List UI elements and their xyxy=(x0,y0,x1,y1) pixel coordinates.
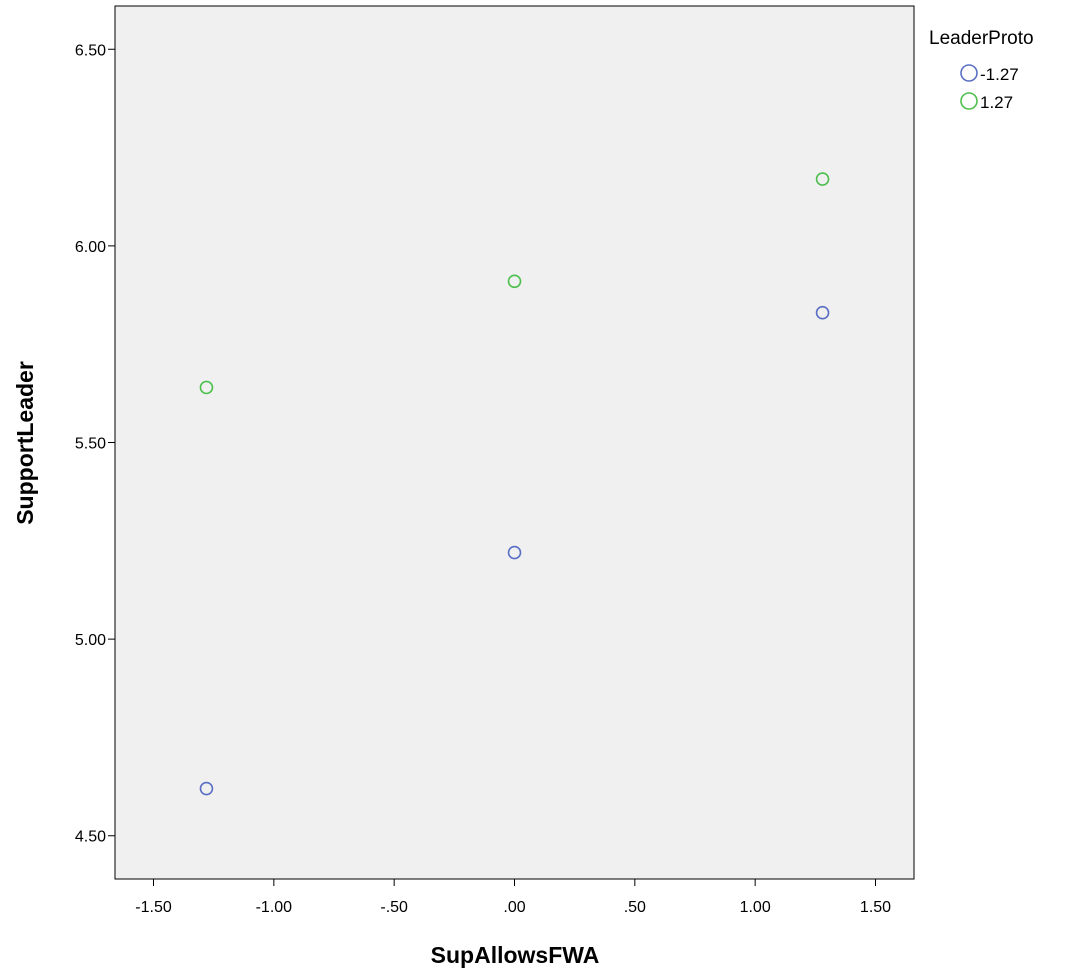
x-axis: -1.50 -1.00 -.50 .00 .50 1.00 1.50 xyxy=(135,879,891,916)
x-tick-label: -1.50 xyxy=(135,899,172,916)
data-points xyxy=(199,172,830,796)
y-tick-label: 5.00 xyxy=(75,632,106,649)
x-tick-label: 1.00 xyxy=(740,899,771,916)
x-tick-label: 1.50 xyxy=(860,899,891,916)
data-point xyxy=(507,545,522,560)
x-tick-label: .00 xyxy=(503,899,525,916)
plot-background xyxy=(114,5,915,880)
data-point xyxy=(507,274,522,289)
y-axis-title: SupportLeader xyxy=(12,361,38,525)
legend-item-label: -1.27 xyxy=(980,65,1019,84)
x-axis-title: SupAllowsFWA xyxy=(431,942,600,968)
x-tick-label: .50 xyxy=(624,899,646,916)
legend-item-label: 1.27 xyxy=(980,93,1013,112)
legend-marker xyxy=(960,92,978,110)
plot-area xyxy=(114,5,915,880)
y-tick-label: 5.50 xyxy=(75,436,106,453)
data-point xyxy=(199,380,214,395)
x-tick-label: -1.00 xyxy=(256,899,293,916)
x-tick-label: -.50 xyxy=(380,899,408,916)
legend: LeaderProto -1.27 1.27 xyxy=(929,28,1034,112)
data-point xyxy=(815,305,830,320)
data-point xyxy=(815,172,830,186)
y-tick-label: 6.50 xyxy=(75,42,106,59)
y-tick-label: 4.50 xyxy=(75,829,106,846)
data-point xyxy=(199,781,214,796)
y-tick-label: 6.00 xyxy=(75,239,106,256)
legend-marker xyxy=(960,64,978,82)
y-axis: 4.50 5.00 5.50 6.00 6.50 xyxy=(75,42,115,846)
legend-title: LeaderProto xyxy=(929,28,1034,49)
